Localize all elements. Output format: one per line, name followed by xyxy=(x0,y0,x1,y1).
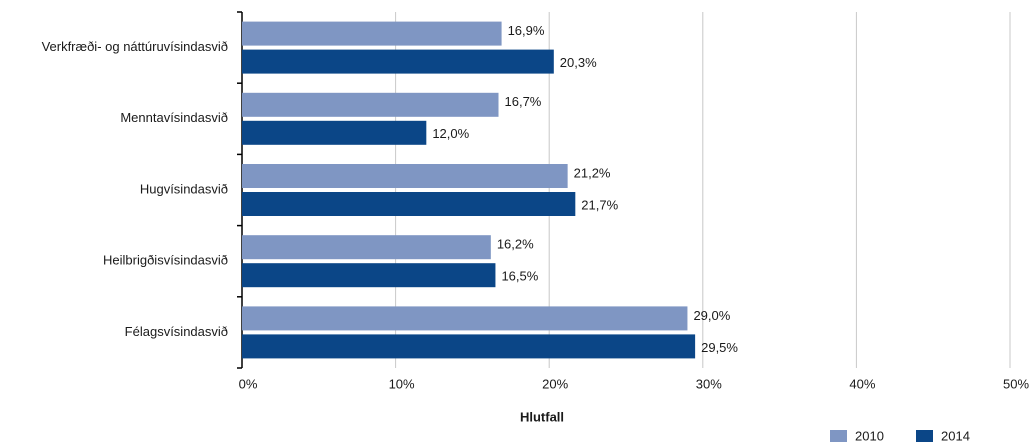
legend-swatch xyxy=(830,430,847,442)
legend-swatch xyxy=(916,430,933,442)
value-label: 29,0% xyxy=(693,308,730,323)
bar xyxy=(242,21,502,46)
value-label: 16,7% xyxy=(505,94,542,109)
bar xyxy=(242,263,496,288)
bar xyxy=(242,49,554,74)
value-label: 16,2% xyxy=(497,237,534,252)
y-tick-label: Menntavísindasvið xyxy=(120,110,228,125)
y-tick-label: Heilbrigðisvísindasvið xyxy=(103,253,228,268)
value-label: 21,7% xyxy=(581,197,618,212)
value-label: 16,5% xyxy=(501,269,538,284)
y-tick-label: Verkfræði- og náttúruvísindasvið xyxy=(42,39,228,54)
value-label: 12,0% xyxy=(432,126,469,141)
x-tick-label: 10% xyxy=(389,376,415,391)
legend-label: 2014 xyxy=(941,428,970,443)
y-tick-label: Hugvísindasvið xyxy=(140,181,228,196)
bar xyxy=(242,306,688,331)
value-label: 21,2% xyxy=(574,165,611,180)
bar xyxy=(242,164,568,188)
bar xyxy=(242,92,499,117)
x-axis-label: Hlutfall xyxy=(520,409,564,424)
bar xyxy=(242,120,427,145)
x-tick-label: 20% xyxy=(542,376,568,391)
value-label: 29,5% xyxy=(701,340,738,355)
legend-label: 2010 xyxy=(855,428,884,443)
x-tick-label: 40% xyxy=(849,376,875,391)
value-label: 20,3% xyxy=(560,55,597,70)
x-tick-label: 30% xyxy=(696,376,722,391)
y-tick-label: Félagsvísindasvið xyxy=(125,324,228,339)
bar xyxy=(242,192,576,216)
x-tick-label: 0% xyxy=(239,376,258,391)
bar xyxy=(242,235,491,260)
value-label: 16,9% xyxy=(508,23,545,38)
bar xyxy=(242,334,696,359)
x-tick-label: 50% xyxy=(1003,376,1029,391)
